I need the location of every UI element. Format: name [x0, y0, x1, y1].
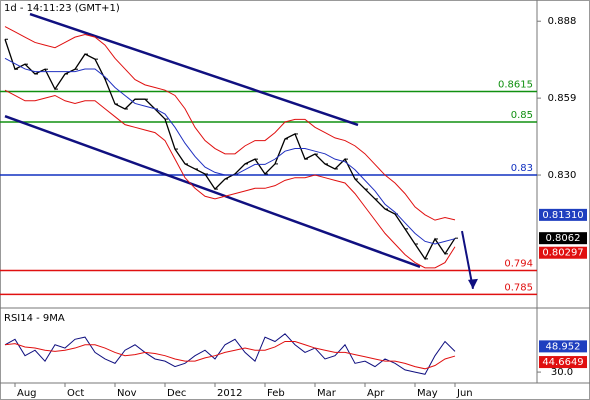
x-tick-label: Oct — [67, 388, 84, 399]
x-tick-label: Jun — [456, 388, 473, 399]
y-tick-label: 0.888 — [548, 16, 577, 27]
value-box — [539, 208, 587, 221]
value-box — [539, 232, 587, 245]
value-label: 0.80297 — [542, 248, 583, 259]
series-line — [4, 333, 456, 375]
x-tick-label: May — [417, 388, 438, 399]
value-label: 0.81310 — [542, 210, 583, 221]
series-line — [4, 89, 456, 269]
value-box — [539, 246, 587, 259]
series-line — [4, 57, 456, 245]
x-tick-label: Nov — [117, 388, 137, 399]
y-tick-label: 0.830 — [548, 170, 577, 181]
x-tick-label: Aug — [17, 388, 37, 399]
arrow-head — [468, 278, 478, 289]
series-line — [4, 340, 456, 370]
value-label: 48.952 — [546, 341, 581, 352]
value-label: 0.8062 — [546, 233, 581, 244]
series-line — [4, 26, 456, 221]
y-tick-label: 30.0 — [551, 367, 573, 378]
level-label: 0.85 — [511, 110, 533, 121]
channel-line — [29, 12, 359, 127]
value-box — [539, 340, 587, 353]
x-tick-label: 2012 — [217, 388, 242, 399]
chart-title: 1d - 14:11:23 (GMT+1) — [4, 3, 120, 14]
level-label: 0.8615 — [498, 80, 533, 91]
level-label: 0.785 — [504, 282, 533, 293]
channel-line — [4, 114, 421, 268]
level-label: 0.83 — [511, 163, 533, 174]
level-label: 0.794 — [504, 259, 533, 270]
rsi-title: RSI14 - 9MA — [4, 313, 65, 324]
x-tick-label: Apr — [367, 388, 385, 399]
x-tick-label: Dec — [167, 388, 186, 399]
y-tick-label: 0.859 — [548, 93, 577, 104]
x-tick-label: Mar — [317, 388, 337, 399]
arrow — [461, 230, 474, 290]
series-line — [4, 39, 456, 261]
value-box — [539, 356, 587, 369]
x-tick-label: Feb — [267, 388, 285, 399]
value-label: 44.6649 — [542, 357, 583, 368]
